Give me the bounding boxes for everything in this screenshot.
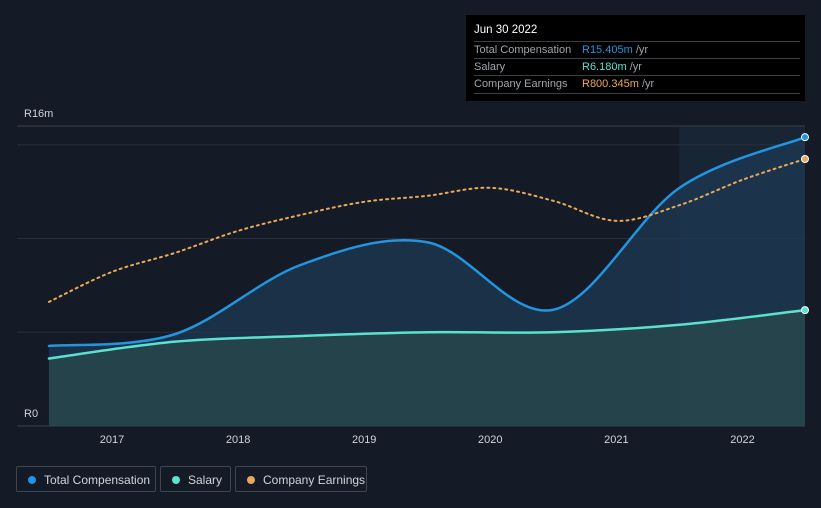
legend-dot-icon <box>28 476 36 484</box>
legend-salary[interactable]: Salary <box>160 466 231 492</box>
legend-total-compensation[interactable]: Total Compensation <box>16 466 156 492</box>
x-tick-label: 2018 <box>226 434 250 446</box>
tooltip-row-salary: Salary R6.180m /yr <box>474 58 800 76</box>
tooltip-row-earnings: Company Earnings R800.345m /yr <box>474 75 800 94</box>
x-tick-label: 2020 <box>478 434 502 446</box>
end-marker <box>801 306 809 315</box>
x-tick-label: 2022 <box>730 434 754 446</box>
tooltip: Jun 30 2022 Total Compensation R15.405m /… <box>466 15 805 101</box>
x-tick-label: 2021 <box>604 434 628 446</box>
tooltip-date: Jun 30 2022 <box>474 24 538 36</box>
y-axis-top-label: R16m <box>24 108 54 120</box>
end-marker <box>801 133 809 142</box>
legend-company-earnings[interactable]: Company Earnings <box>235 466 367 492</box>
x-tick-label: 2019 <box>352 434 376 446</box>
legend-dot-icon <box>172 476 180 484</box>
legend-dot-icon <box>247 476 255 484</box>
x-tick-label: 2017 <box>100 434 124 446</box>
end-marker <box>801 155 809 163</box>
tooltip-row-total: Total Compensation R15.405m /yr <box>474 41 800 59</box>
y-axis-bottom-label: R0 <box>24 408 39 420</box>
